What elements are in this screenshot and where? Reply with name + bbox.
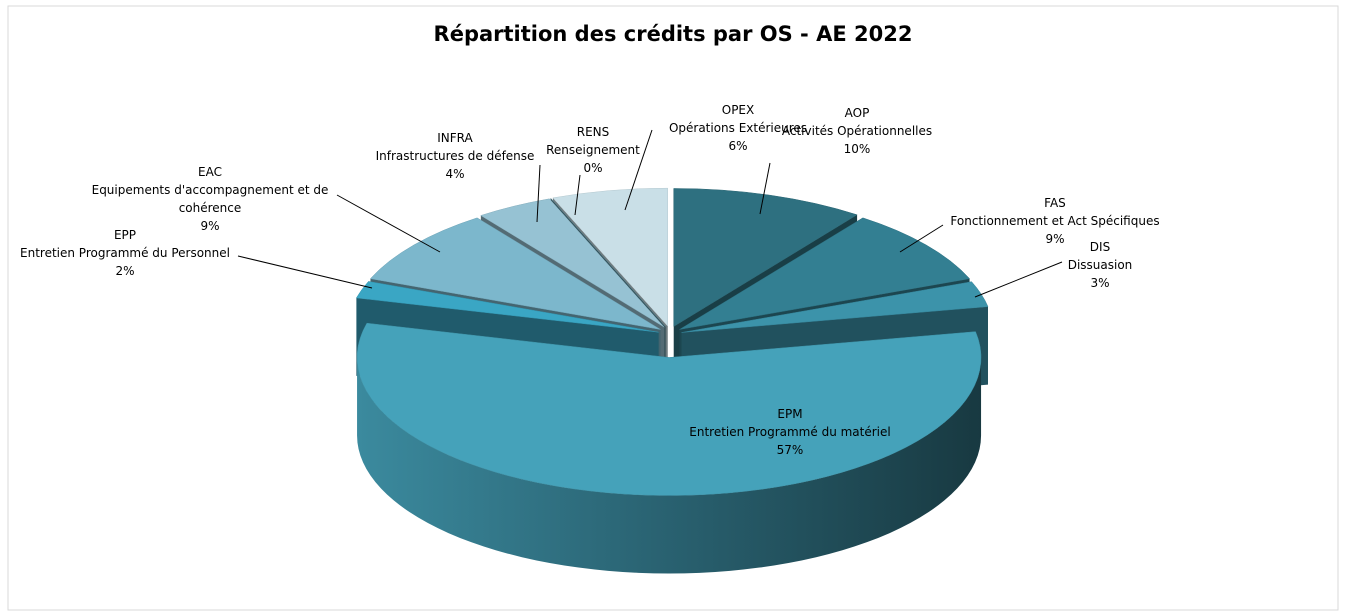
- slice-label: OPEX Opérations Extérieures 6%: [669, 101, 807, 155]
- slice-label: INFRA Infrastructures de défense 4%: [376, 129, 535, 183]
- label-line: 57%: [776, 443, 804, 457]
- label-line: 4%: [445, 167, 465, 181]
- chart-title: Répartition des crédits par OS - AE 2022: [433, 22, 913, 46]
- slice-side: [357, 357, 982, 574]
- slice: [673, 188, 858, 327]
- label-line: OPEX: [721, 103, 755, 117]
- label-line: FAS: [1044, 196, 1066, 210]
- leader-line: [974, 261, 1063, 298]
- slice-label: RENS Renseignement 0%: [546, 123, 640, 177]
- slice: [355, 281, 659, 333]
- leader-line: [899, 224, 944, 253]
- label-line: Dissuasion: [1067, 258, 1133, 272]
- label-line: 10%: [843, 142, 871, 156]
- leader-line: [759, 162, 771, 215]
- label-line: 9%: [200, 219, 220, 233]
- label-line: 2%: [115, 264, 135, 278]
- slice-label: EPP Entretien Programmé du Personnel 2%: [20, 226, 230, 280]
- label-line: INFRA: [437, 131, 473, 145]
- leader-line: [237, 255, 373, 289]
- label-line: RENS: [576, 125, 610, 139]
- slice: [356, 322, 982, 496]
- slice-label: EAC Equipements d'accompagnement et de co…: [80, 163, 340, 235]
- label-line: EAC: [198, 165, 222, 179]
- slice: [679, 217, 971, 330]
- label-line: DIS: [1089, 240, 1111, 254]
- label-line: EPP: [113, 228, 137, 242]
- label-line: Renseignement: [546, 143, 640, 157]
- chart-frame: [7, 5, 1339, 611]
- label-line: AOP: [844, 106, 870, 120]
- label-line: 0%: [583, 161, 603, 175]
- slice: [550, 198, 666, 327]
- label-line: Fonctionnement et Act Spécifiques: [950, 214, 1160, 228]
- label-line: Opérations Extérieures: [668, 121, 808, 135]
- slice-label: FAS Fonctionnement et Act Spécifiques 9%: [950, 194, 1159, 248]
- label-line: Entretien Programmé du Personnel: [20, 246, 230, 260]
- label-line: Equipements d'accompagnement et de cohér…: [91, 183, 329, 215]
- label-line: Entretien Programmé du matériel: [689, 425, 891, 439]
- slice: [681, 281, 989, 333]
- slice-label: EPM Entretien Programmé du matériel 57%: [689, 405, 890, 459]
- label-line: 9%: [1045, 232, 1065, 246]
- slice-label: DIS Dissuasion 3%: [1068, 238, 1133, 292]
- leader-line: [624, 129, 653, 211]
- slice: [480, 198, 665, 328]
- leader-line: [574, 174, 581, 216]
- label-line: Infrastructures de défense: [375, 149, 535, 163]
- label-line: EPM: [777, 407, 803, 421]
- slice-label: AOP Activités Opérationnelles 10%: [782, 104, 932, 158]
- label-line: 3%: [1090, 276, 1110, 290]
- leader-line: [536, 164, 541, 223]
- label-line: 6%: [728, 139, 748, 153]
- slice: [369, 217, 661, 330]
- label-line: Activités Opérationnelles: [781, 124, 933, 138]
- slice: [552, 187, 669, 327]
- leader-line: [336, 194, 441, 253]
